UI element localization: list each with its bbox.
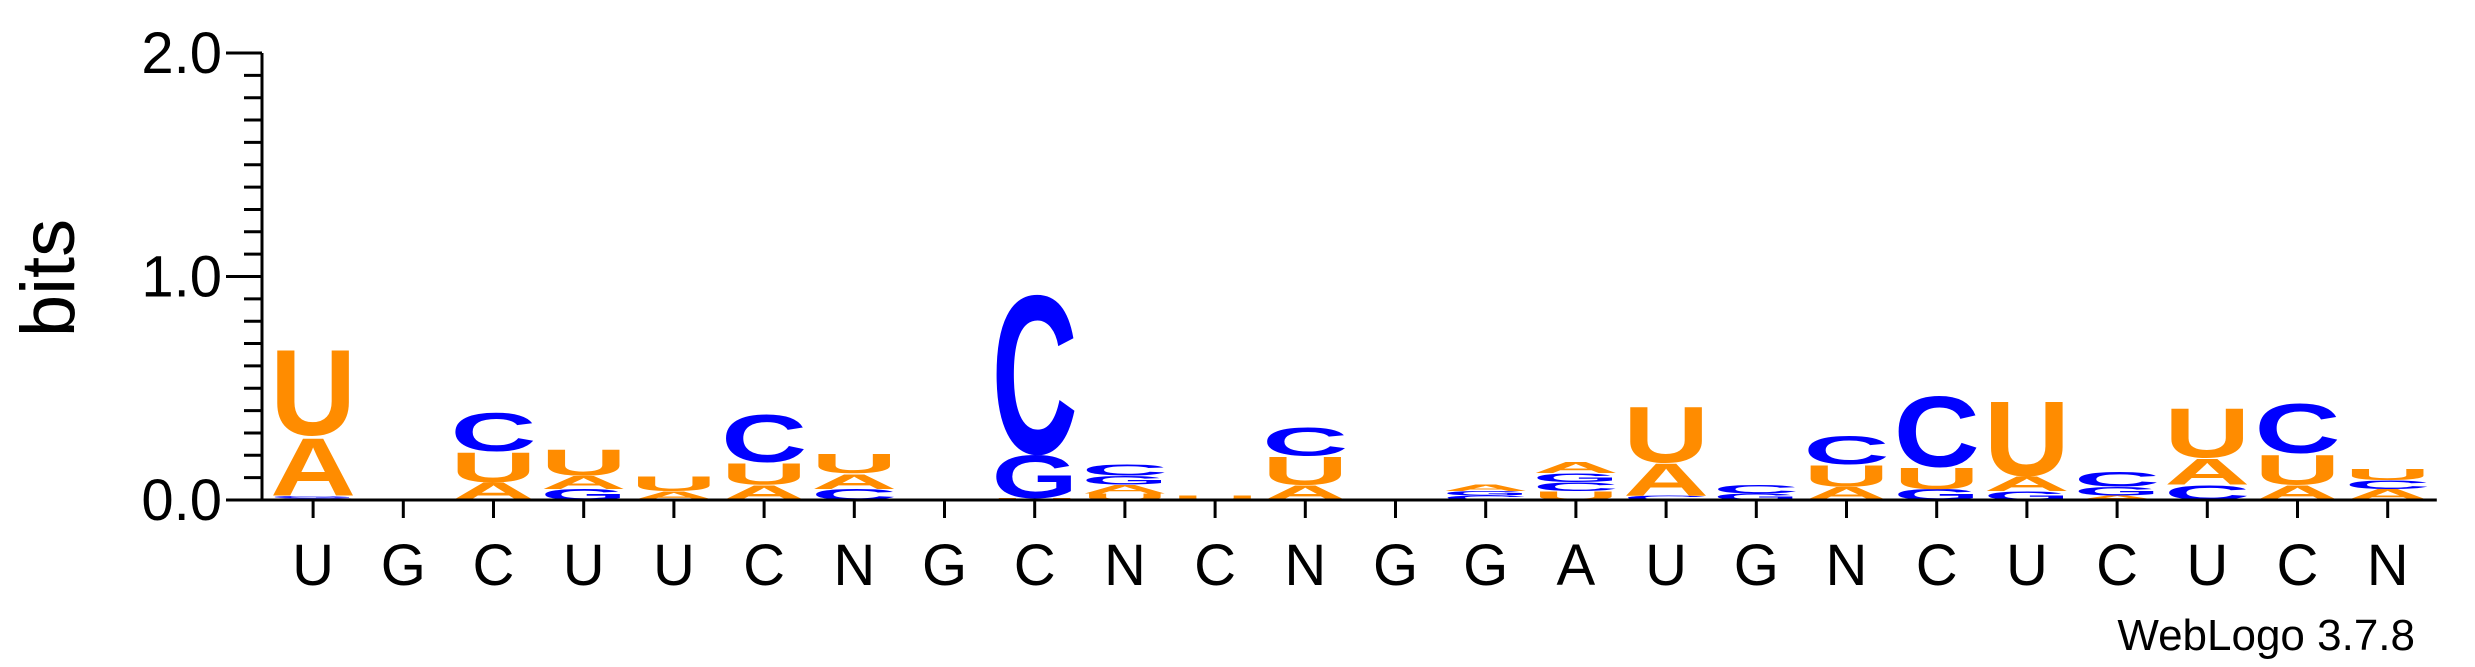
weblogo-credit: WebLogo 3.7.8	[2117, 611, 2415, 660]
svg-text:C: C	[2074, 468, 2160, 492]
x-tick-label: N	[1826, 533, 1868, 598]
logo-letter-c: C	[2074, 468, 2160, 492]
logo-letter-c: C	[992, 249, 1078, 502]
x-tick-label: C	[1014, 533, 1056, 598]
svg-text:U: U	[270, 325, 356, 462]
logo-letter-a: A	[1443, 483, 1529, 493]
svg-text:A: A	[1533, 459, 1619, 476]
x-tick-label: C	[2096, 533, 2138, 598]
logo-letter-c: C	[721, 401, 807, 477]
y-axis-label: bits	[6, 219, 91, 337]
svg-text:C: C	[1262, 419, 1348, 463]
x-tick-label: C	[1916, 533, 1958, 598]
x-tick-label: N	[1104, 533, 1146, 598]
x-tick-label: C	[743, 533, 785, 598]
svg-text:U: U	[2345, 466, 2431, 483]
x-tick-label: U	[1645, 533, 1687, 598]
svg-text:A: A	[1443, 483, 1529, 493]
y-axis: 0.0 1.0 2.0	[141, 21, 262, 533]
svg-text:C: C	[2255, 389, 2341, 468]
svg-text:U: U	[541, 442, 627, 483]
svg-text:C: C	[1804, 428, 1890, 472]
logo-letter-c: C	[1804, 428, 1890, 472]
x-tick-label: N	[2367, 533, 2409, 598]
x-tick-label: N	[833, 533, 875, 598]
logo-letter-u: U	[1623, 390, 1709, 479]
logo-letter-u: U	[811, 449, 897, 480]
logo-letter-c: C	[1262, 419, 1348, 463]
y-tick-label: 0.0	[141, 468, 222, 533]
logo-letter-u: U	[2164, 393, 2250, 472]
x-tick-label: N	[1284, 533, 1326, 598]
svg-text:U: U	[2164, 393, 2250, 472]
x-tick-label: G	[922, 533, 967, 598]
x-axis: UGCUUCNGCNCNGGAUGNCUCUCN	[262, 500, 2437, 598]
svg-text:U: U	[631, 472, 717, 496]
svg-text:C: C	[1713, 482, 1799, 496]
x-tick-label: A	[1557, 533, 1596, 598]
logo-letter-u: U	[541, 442, 627, 483]
x-tick-label: C	[2277, 533, 2319, 598]
svg-text:C: C	[721, 401, 807, 477]
svg-text:C: C	[1082, 462, 1168, 479]
svg-text:C: C	[451, 401, 537, 463]
logo-letter-c: C	[2255, 389, 2341, 468]
logo-letter-u: U	[631, 472, 717, 496]
y-tick-label: 1.0	[141, 245, 222, 310]
logo-letter-c: C	[451, 401, 537, 463]
x-tick-label: C	[1194, 533, 1236, 598]
svg-text:C: C	[1894, 376, 1980, 489]
svg-text:U: U	[1984, 379, 2070, 499]
x-tick-label: U	[292, 533, 334, 598]
letter-stacks: CGAUAUCGAUAUAUCCAUUGCUAGCUAUCCGAUCGACAUG…	[270, 249, 2431, 513]
logo-letter-c: C	[1713, 482, 1799, 496]
logo-letter-c: C	[1082, 462, 1168, 479]
y-tick-label: 2.0	[141, 21, 222, 86]
x-tick-label: U	[2186, 533, 2228, 598]
x-tick-label: U	[653, 533, 695, 598]
logo-letter-u: U	[1984, 379, 2070, 499]
x-tick-label: G	[1463, 533, 1508, 598]
x-tick-label: C	[473, 533, 515, 598]
x-tick-label: G	[381, 533, 426, 598]
x-tick-label: U	[563, 533, 605, 598]
svg-text:U: U	[811, 449, 897, 480]
logo-letter-a: A	[1533, 459, 1619, 476]
logo-letter-u: U	[270, 325, 356, 462]
svg-text:C: C	[992, 249, 1078, 502]
x-tick-label: G	[1734, 533, 1779, 598]
logo-letter-c: C	[1894, 376, 1980, 489]
logo-letter-u: U	[2345, 466, 2431, 483]
x-tick-label: U	[2006, 533, 2048, 598]
x-tick-label: G	[1373, 533, 1418, 598]
svg-text:U: U	[1623, 390, 1709, 479]
